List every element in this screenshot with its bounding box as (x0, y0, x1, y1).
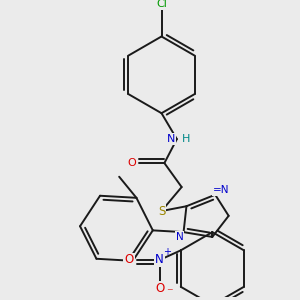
Text: N: N (176, 232, 184, 242)
Text: N: N (155, 254, 164, 266)
Text: +: + (164, 247, 171, 257)
Text: =N: =N (213, 185, 229, 195)
Text: S: S (158, 205, 165, 218)
Text: ⁻: ⁻ (166, 286, 172, 299)
Text: O: O (128, 158, 136, 168)
Text: N: N (167, 134, 175, 144)
Text: O: O (124, 254, 134, 266)
Text: H: H (182, 134, 190, 144)
Text: Cl: Cl (156, 0, 167, 9)
Text: O: O (155, 282, 164, 295)
